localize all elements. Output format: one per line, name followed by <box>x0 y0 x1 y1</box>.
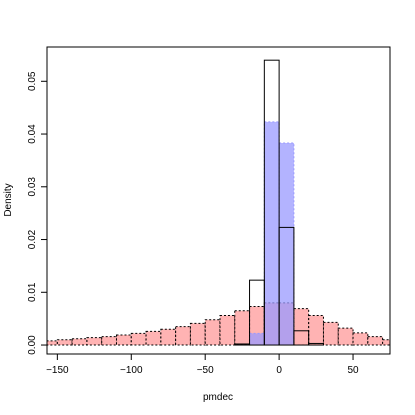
histogram-bar <box>293 308 310 346</box>
histogram-bar <box>249 332 265 346</box>
y-tick-label: 0.02 <box>27 229 38 249</box>
histogram-bar <box>352 332 369 346</box>
histogram-bar <box>367 336 384 346</box>
y-axis-label: Density <box>3 183 14 216</box>
y-tick-label: 0.01 <box>27 282 38 302</box>
y-tick-label: 0.04 <box>27 124 38 144</box>
histogram-bar <box>175 326 191 346</box>
y-tick-label: 0.05 <box>27 71 38 91</box>
histogram-bar <box>308 342 324 346</box>
histogram-bar <box>322 321 339 346</box>
x-axis-label: pmdec <box>203 392 233 403</box>
histogram-bar <box>234 310 251 346</box>
y-tick-label: 0.03 <box>27 177 38 197</box>
histogram-bar <box>101 336 117 346</box>
histogram-bar <box>382 339 390 346</box>
histogram-bar <box>71 338 88 346</box>
x-axis: −150 −100 −50 0 50 <box>46 353 359 376</box>
x-tick-label: −50 <box>197 365 214 376</box>
x-tick-label: 50 <box>347 365 359 376</box>
histogram-bar <box>219 314 236 346</box>
histogram-bar <box>278 142 295 346</box>
histogram-bar <box>337 327 354 346</box>
histogram-bar <box>293 330 310 346</box>
histogram-bar <box>204 319 221 346</box>
histogram-bar <box>130 332 147 346</box>
x-tick-label: 0 <box>276 365 282 376</box>
y-tick-label: 0.00 <box>27 335 38 355</box>
plot-frame <box>46 46 391 355</box>
x-tick-label: −150 <box>46 365 69 376</box>
histogram-bar <box>189 322 206 346</box>
histogram-bar <box>56 339 73 346</box>
histogram-bar <box>86 337 103 346</box>
histogram-bar <box>115 334 132 346</box>
histogram-bar <box>263 59 280 346</box>
histogram-bar <box>278 226 295 346</box>
histogram-bar <box>47 340 58 346</box>
histogram-bar <box>145 330 162 346</box>
x-tick-label: −100 <box>120 365 143 376</box>
histogram-bar <box>160 328 177 346</box>
histogram-bar <box>308 314 324 346</box>
histogram-bars <box>47 59 390 346</box>
y-axis: 0.00 0.01 0.02 0.03 0.04 0.05 <box>27 71 48 355</box>
histogram-bar <box>263 121 280 346</box>
